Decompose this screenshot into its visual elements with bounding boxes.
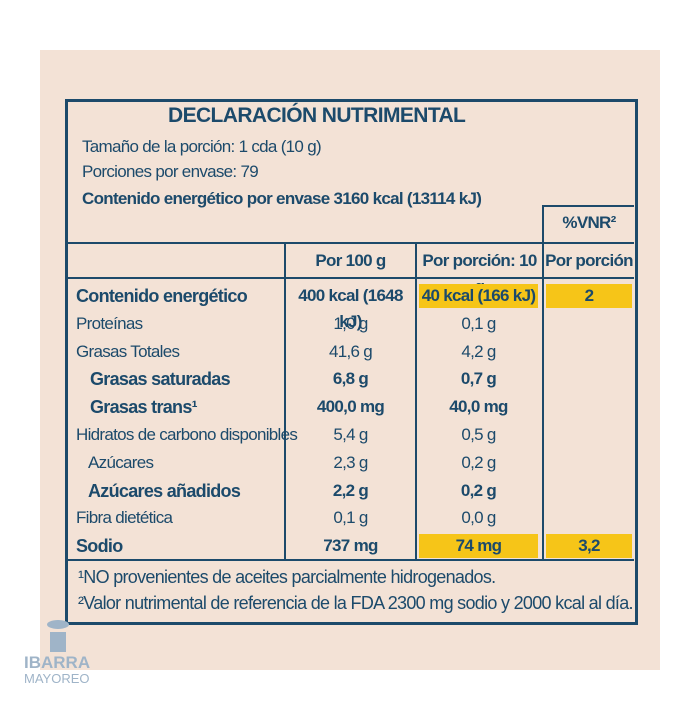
rule — [542, 205, 544, 561]
row-label: Hidratos de carbono disponibles — [76, 425, 298, 444]
servings: Porciones por envase: 79 — [82, 162, 259, 181]
row-label: Sodio — [76, 536, 123, 557]
row-label: Grasas saturadas — [90, 369, 231, 390]
per-100: 1,0 g — [333, 313, 368, 333]
per-100: 2,2 g — [332, 480, 369, 500]
per-portion: 4,2 g — [461, 341, 496, 361]
column-header: Por porción: 10 g — [422, 251, 537, 296]
serving-size: Tamaño de la porción: 1 cda (10 g) — [82, 137, 322, 156]
row-label: Grasas Totales — [76, 341, 180, 361]
per-portion: 40,0 mg — [449, 397, 508, 417]
per-100: 5,4 g — [333, 425, 368, 444]
energy-line: Contenido energético por envase 3160 kca… — [82, 189, 482, 208]
rule — [66, 559, 634, 561]
per-portion: 0,0 g — [461, 508, 496, 528]
row-label: Contenido energético — [76, 286, 248, 306]
column-header: Por porción — [545, 251, 633, 270]
background — [40, 50, 660, 670]
vnr: 3,2 — [546, 534, 632, 559]
per-portion: 0,1 g — [461, 313, 496, 333]
column-header: Por 100 g — [315, 251, 386, 270]
logo-icon — [47, 620, 69, 629]
row-label: Azúcares añadidos — [88, 480, 241, 501]
per-portion: 0,2 g — [461, 452, 496, 472]
footnote: ²Valor nutrimental de referencia de la F… — [78, 593, 634, 613]
per-100: 0,1 g — [333, 508, 368, 528]
logo-name: IBARRA — [24, 653, 91, 672]
per-100: 41,6 g — [328, 341, 373, 361]
title: DECLARACIÓN NUTRIMENTAL — [168, 104, 466, 127]
per-100: 400,0 mg — [316, 397, 385, 417]
row-label: Grasas trans¹ — [90, 397, 198, 418]
logo-icon — [50, 632, 66, 652]
per-portion: 0,7 g — [460, 369, 497, 389]
row-label: Fibra dietética — [76, 508, 173, 528]
rule — [66, 277, 634, 279]
per-100: 400 kcal (1648 kJ) — [298, 286, 403, 331]
per-portion: 40 kcal (166 kJ) — [419, 284, 538, 308]
rule — [284, 242, 286, 561]
per-portion: 0,2 g — [460, 480, 497, 500]
row-label: Proteínas — [76, 313, 143, 333]
per-100: 737 mg — [323, 536, 378, 556]
rule — [543, 205, 634, 207]
footnote: ¹NO provenientes de aceites parcialmente… — [78, 567, 496, 587]
row-label: Azúcares — [88, 452, 154, 472]
vnr-header: %VNR² — [562, 213, 616, 232]
vnr: 2 — [546, 284, 632, 308]
logo-sub: MAYOREO — [24, 671, 90, 686]
per-100: 6,8 g — [332, 369, 369, 389]
per-portion: 0,5 g — [461, 425, 496, 444]
rule — [66, 242, 634, 244]
per-100: 2,3 g — [333, 452, 368, 472]
label-frame — [65, 99, 638, 625]
rule — [415, 242, 417, 561]
per-portion: 74 mg — [419, 534, 538, 559]
